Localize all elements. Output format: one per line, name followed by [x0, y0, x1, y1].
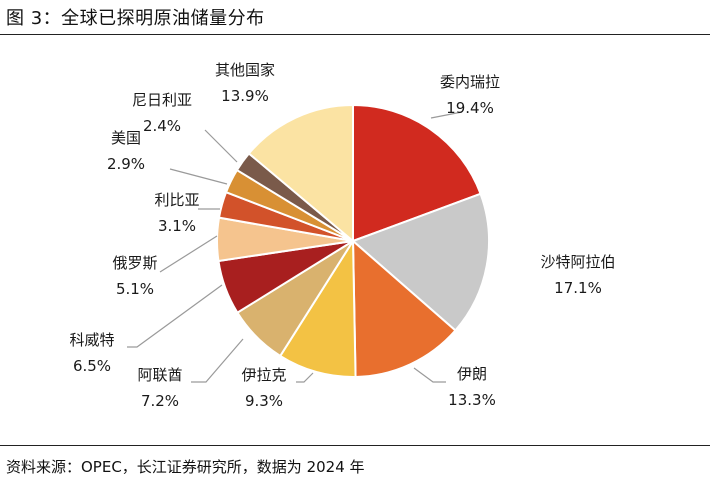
pie-slice-3	[351, 238, 457, 378]
slice-value-label: 2.4%	[143, 117, 181, 135]
slice-name-label: 沙特阿拉伯	[540, 253, 615, 271]
leader-line-10	[204, 129, 238, 163]
leader-line-3	[413, 367, 446, 383]
slice-name-label: 阿联酋	[137, 366, 182, 384]
slice-value-label: 5.1%	[116, 280, 154, 298]
top-rule	[0, 34, 710, 35]
pie-chart: 委内瑞拉 19.4% 沙特阿拉伯 17.1% 伊朗 13.3% 伊拉克 9.3% 阿联酋 7.2%…	[69, 61, 615, 410]
pie-slice-1	[352, 103, 482, 243]
slice-value-label: 13.3%	[448, 391, 496, 409]
slice-name-label: 利比亚	[154, 191, 199, 209]
pie-slice-11	[247, 103, 354, 244]
leader-line-9	[169, 168, 228, 185]
slice-name-label: 其他国家	[215, 61, 275, 79]
slice-name-label: 委内瑞拉	[440, 73, 500, 91]
slice-name-label: 美国	[111, 129, 141, 147]
slice-labels: 委内瑞拉 19.4% 沙特阿拉伯 17.1% 伊朗 13.3% 伊拉克 9.3% 阿联酋 7.2%…	[69, 61, 615, 410]
slice-value-label: 2.9%	[107, 155, 145, 173]
slice-value-label: 13.9%	[221, 87, 269, 105]
leader-line-1	[430, 111, 463, 119]
slice-name-label: 尼日利亚	[132, 91, 192, 109]
slice-name-label: 伊朗	[457, 365, 487, 383]
slice-value-label: 6.5%	[73, 357, 111, 375]
pie-slice-2	[351, 192, 490, 332]
slice-name-label: 伊拉克	[241, 366, 286, 384]
source-note: 资料来源：OPEC，长江证券研究所，数据为 2024 年	[6, 458, 365, 476]
slice-value-label: 17.1%	[554, 279, 602, 297]
figure-title: 图 3：全球已探明原油储量分布	[6, 8, 265, 29]
leader-line-5	[191, 338, 244, 383]
leader-line-7	[159, 235, 218, 273]
slice-value-label: 7.2%	[141, 392, 179, 410]
slice-name-label: 俄罗斯	[112, 254, 157, 272]
pie-slice-4	[278, 237, 357, 378]
slice-value-label: 9.3%	[245, 392, 283, 410]
leader-line-6	[127, 284, 223, 348]
pie-slices	[216, 103, 490, 378]
slice-name-label: 科威特	[69, 331, 114, 349]
leader-line-4	[296, 372, 314, 383]
slice-value-label: 19.4%	[446, 99, 494, 117]
bottom-rule	[0, 445, 710, 446]
slice-value-label: 3.1%	[158, 217, 196, 235]
leader-lines	[127, 111, 463, 383]
